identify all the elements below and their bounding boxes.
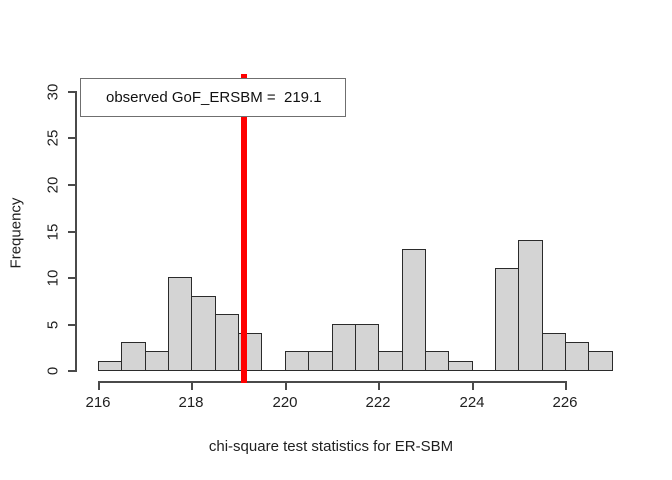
x-tick — [285, 381, 287, 390]
y-tick-label: 0 — [44, 366, 62, 376]
x-tick-label: 216 — [85, 394, 111, 411]
histogram-bar — [98, 361, 122, 371]
legend-label: observed GoF_ERSBM = 219.1 — [106, 89, 322, 106]
histogram-bar — [425, 351, 449, 371]
histogram-bar — [565, 342, 589, 371]
y-tick-label: 20 — [44, 176, 62, 194]
histogram-bar — [121, 342, 146, 371]
x-tick-label: 222 — [365, 394, 391, 411]
x-tick — [191, 381, 193, 390]
y-tick-label: 5 — [44, 320, 62, 330]
histogram-bar — [355, 324, 379, 371]
histogram-bar — [495, 268, 519, 371]
histogram-zero-bin — [261, 370, 286, 371]
y-tick-label: 15 — [44, 223, 62, 241]
histogram-bar — [168, 277, 192, 371]
x-tick — [565, 381, 567, 390]
histogram-bar — [308, 351, 333, 371]
y-tick-label: 10 — [44, 269, 62, 287]
histogram-bar — [145, 351, 169, 371]
histogram-bar — [285, 351, 309, 371]
histogram-bar — [378, 351, 403, 371]
x-tick-label: 226 — [552, 394, 578, 411]
histogram-bar — [588, 351, 613, 371]
y-tick — [68, 370, 77, 372]
x-axis-line — [98, 381, 567, 383]
y-tick — [68, 277, 77, 279]
y-axis-title: Frequency — [7, 197, 25, 269]
y-tick-label: 30 — [44, 83, 62, 101]
x-tick-label: 224 — [459, 394, 485, 411]
x-tick — [472, 381, 474, 390]
y-tick-label: 25 — [44, 129, 62, 147]
y-tick — [68, 231, 77, 233]
y-tick — [68, 324, 77, 326]
y-tick — [68, 137, 77, 139]
histogram-bar — [332, 324, 356, 371]
x-tick-label: 218 — [178, 394, 204, 411]
x-tick-label: 220 — [272, 394, 298, 411]
x-axis-title: chi-square test statistics for ER-SBM — [208, 438, 454, 455]
legend-box: observed GoF_ERSBM = 219.1 — [80, 78, 346, 117]
x-tick — [98, 381, 100, 390]
histogram-bar — [518, 240, 543, 371]
histogram-bar — [448, 361, 473, 371]
histogram-bar — [402, 249, 426, 371]
observed-value-line — [241, 74, 247, 383]
histogram-bar — [191, 296, 216, 371]
histogram-bar — [542, 333, 566, 371]
y-tick — [68, 184, 77, 186]
y-tick — [68, 91, 77, 93]
x-tick — [378, 381, 380, 390]
histogram-zero-bin — [472, 370, 496, 371]
histogram-bar — [215, 314, 239, 371]
